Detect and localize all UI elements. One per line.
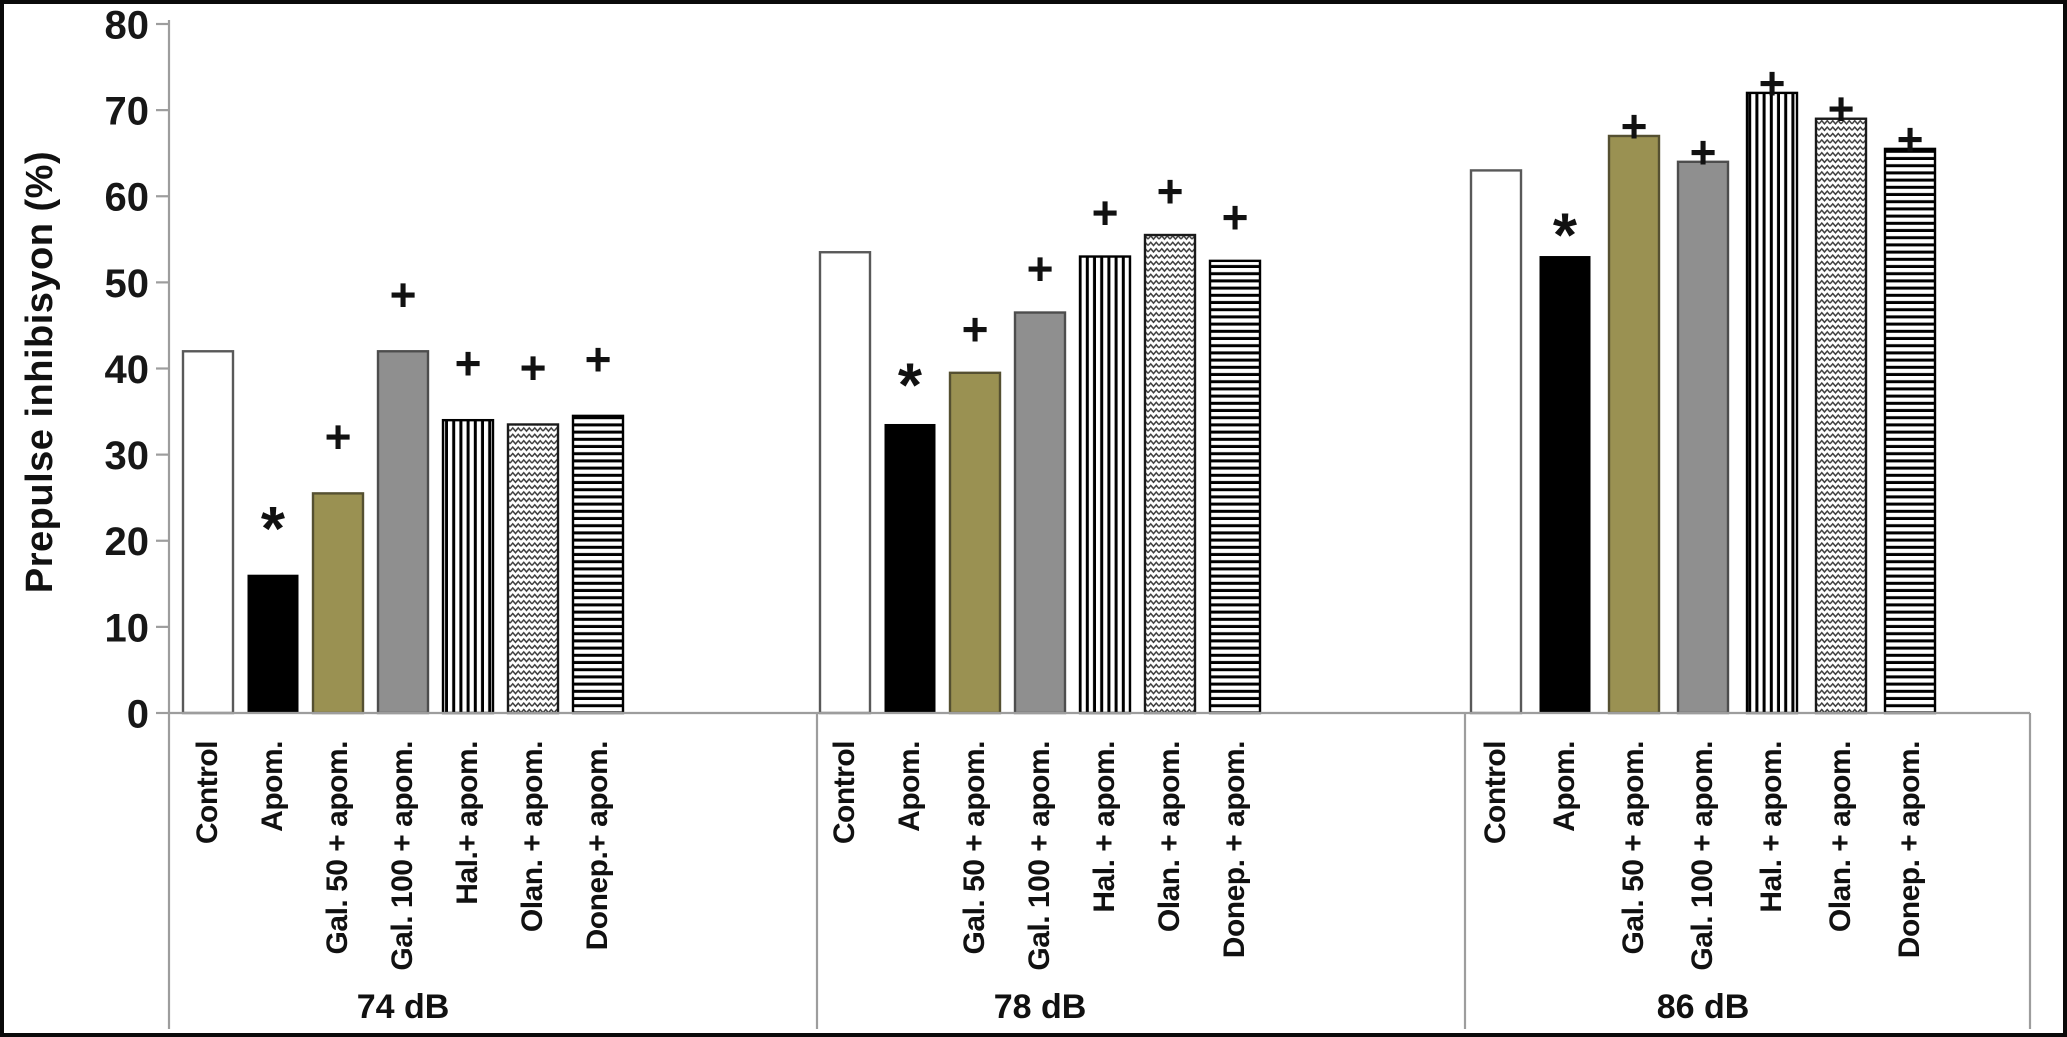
category-label: Apom. — [893, 741, 926, 832]
significance-plus: + — [1027, 243, 1054, 295]
category-label: Apom. — [1548, 741, 1581, 832]
category-label: Gal. 100 + apom. — [1023, 741, 1056, 971]
bar-control-74dB — [181, 350, 235, 715]
category-label: Donep. + apom. — [1893, 741, 1926, 958]
bar-gal50-78dB — [948, 371, 1002, 715]
y-tick-label: 70 — [105, 90, 150, 134]
category-label: Hal.+ apom. — [451, 741, 484, 905]
bar-olan-78dB — [1143, 233, 1197, 715]
category-label: Olan. + apom. — [1153, 741, 1186, 932]
bar-gal100-78dB — [1013, 311, 1067, 715]
category-label: Gal. 50 + apom. — [1617, 741, 1650, 954]
category-label: Hal. + apom. — [1088, 741, 1121, 913]
y-tick-label: 20 — [105, 520, 150, 564]
significance-plus: + — [1222, 191, 1249, 243]
category-label: Control — [1479, 741, 1512, 844]
group-label: 86 dB — [1657, 988, 1750, 1026]
significance-plus: + — [520, 341, 547, 393]
significance-plus: + — [325, 410, 352, 462]
bar-control-86dB — [1469, 169, 1523, 715]
category-label: Gal. 100 + apom. — [1686, 741, 1719, 971]
chart-content: 0 10 20 30 40 50 60 70 80 Control * Apom. + Gal. 50 +… — [105, 4, 2032, 1029]
y-axis-title: Prepulse inhibisyon (%) — [19, 151, 61, 593]
significance-plus: + — [1092, 187, 1119, 239]
y-tick-label: 60 — [105, 176, 150, 220]
bar-gal50-74dB — [311, 492, 365, 715]
bar-chart: Prepulse inhibisyon (%) 0 10 20 30 40 50 60 70 8… — [19, 4, 2032, 1029]
group-label: 74 dB — [357, 988, 450, 1026]
significance-plus: + — [1759, 57, 1786, 109]
y-tick-label: 10 — [105, 606, 150, 650]
bar-gal50-86dB — [1607, 134, 1661, 715]
bar-donep-78dB — [1208, 259, 1262, 715]
y-tick-label: 30 — [105, 434, 150, 478]
y-tick-label: 40 — [105, 348, 150, 392]
bar-donep-86dB — [1883, 147, 1937, 715]
bar-apom-86dB — [1539, 256, 1591, 714]
bar-olan-74dB — [506, 423, 560, 715]
significance-plus: + — [1621, 100, 1648, 152]
significance-plus: + — [1690, 126, 1717, 178]
category-label: Control — [828, 741, 861, 844]
significance-plus: + — [585, 333, 612, 385]
bar-control-78dB — [818, 251, 872, 715]
group-label: 78 dB — [994, 988, 1087, 1026]
category-label: Gal. 50 + apom. — [321, 741, 354, 954]
bar-gal100-74dB — [376, 350, 430, 715]
bar-hal-74dB — [441, 418, 495, 715]
bar-hal-86dB — [1745, 91, 1799, 715]
significance-plus: + — [962, 303, 989, 355]
bar-apom-74dB — [247, 574, 299, 714]
significance-plus: + — [1828, 83, 1855, 135]
bar-olan-86dB — [1814, 117, 1868, 715]
significance-star: * — [261, 495, 286, 564]
significance-plus: + — [1897, 113, 1924, 165]
category-label: Olan. + apom. — [516, 741, 549, 932]
bar-hal-78dB — [1078, 255, 1132, 715]
category-label: Control — [191, 741, 224, 844]
y-tick-label: 50 — [105, 262, 150, 306]
category-label: Donep.+ apom. — [581, 741, 614, 950]
category-label: Gal. 100 + apom. — [386, 741, 419, 971]
bar-gal100-86dB — [1676, 160, 1730, 715]
category-label: Hal. + apom. — [1755, 741, 1788, 913]
category-label: Gal. 50 + apom. — [958, 741, 991, 954]
significance-plus: + — [390, 268, 417, 320]
significance-plus: + — [1157, 165, 1184, 217]
category-label: Donep. + apom. — [1218, 741, 1251, 958]
bar-donep-74dB — [571, 414, 625, 715]
y-tick-label: 0 — [127, 692, 149, 736]
category-label: Olan. + apom. — [1824, 741, 1857, 932]
significance-star: * — [898, 351, 923, 420]
significance-star: * — [1553, 202, 1578, 271]
significance-plus: + — [455, 337, 482, 389]
category-label: Apom. — [256, 741, 289, 832]
bar-apom-78dB — [884, 423, 936, 714]
y-tick-label: 80 — [105, 4, 150, 47]
